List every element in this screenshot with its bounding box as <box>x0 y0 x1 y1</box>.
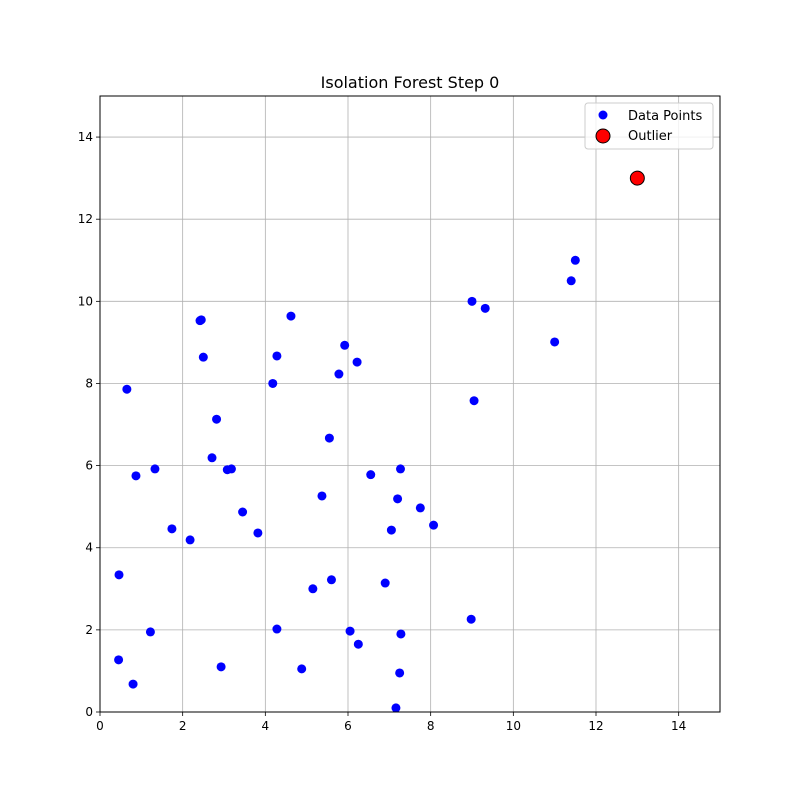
data-point <box>145 627 155 637</box>
x-tick-label: 14 <box>671 719 686 733</box>
y-tick-label: 12 <box>78 212 93 226</box>
y-tick-label: 8 <box>85 376 93 390</box>
y-tick-label: 0 <box>85 705 93 719</box>
data-point <box>570 255 580 265</box>
y-tick-label: 10 <box>78 294 93 308</box>
data-point <box>268 378 278 388</box>
data-point <box>196 315 206 325</box>
data-point <box>286 311 296 321</box>
data-point <box>467 296 477 306</box>
data-point <box>395 464 405 474</box>
data-point <box>345 626 355 636</box>
x-tick-label: 8 <box>427 719 435 733</box>
data-point <box>326 575 336 585</box>
data-point <box>395 668 405 678</box>
y-tick-label: 14 <box>78 130 93 144</box>
data-point <box>480 303 490 313</box>
data-point <box>226 464 236 474</box>
data-point <box>415 503 425 513</box>
data-points <box>114 170 645 713</box>
data-point <box>324 433 334 443</box>
legend-label-outlier: Outlier <box>628 129 673 144</box>
data-point <box>167 524 177 534</box>
data-point <box>317 491 327 501</box>
data-point <box>393 494 403 504</box>
data-point <box>366 470 376 480</box>
legend: Data Points Outlier <box>584 102 714 150</box>
legend-box <box>584 102 714 150</box>
y-tick-label: 2 <box>85 623 93 637</box>
data-point <box>272 351 282 361</box>
data-point <box>566 276 576 286</box>
legend-marker-outlier <box>595 128 611 144</box>
legend-marker-data-points <box>598 110 608 120</box>
data-point <box>334 369 344 379</box>
data-point <box>122 384 132 394</box>
data-point <box>114 655 124 665</box>
x-tick-label: 0 <box>96 719 104 733</box>
outlier-point <box>629 170 645 186</box>
data-point <box>253 528 263 538</box>
legend-label-data-points: Data Points <box>628 109 702 124</box>
x-tick-label: 12 <box>588 719 603 733</box>
data-point <box>340 340 350 350</box>
plot-frame <box>99 95 721 713</box>
data-point <box>352 357 362 367</box>
chart-title: Isolation Forest Step 0 <box>321 73 500 92</box>
y-tick-label: 6 <box>85 459 93 473</box>
data-point <box>308 584 318 594</box>
data-point <box>391 703 401 713</box>
x-tick-label: 2 <box>179 719 187 733</box>
axis-ticks: 0 2 4 6 8 10 12 14 0 2 4 6 8 10 12 14 <box>78 130 687 733</box>
data-point <box>114 570 124 580</box>
data-point <box>429 520 439 530</box>
data-point <box>466 614 476 624</box>
data-point <box>469 396 479 406</box>
data-point <box>185 535 195 545</box>
data-point <box>386 525 396 535</box>
data-point <box>550 337 560 347</box>
x-tick-label: 4 <box>262 719 270 733</box>
data-point <box>380 578 390 588</box>
y-tick-label: 4 <box>85 541 93 555</box>
data-point <box>198 352 208 362</box>
data-point <box>128 679 138 689</box>
data-point <box>207 453 217 463</box>
data-point <box>216 662 226 672</box>
data-point <box>150 464 160 474</box>
x-tick-label: 6 <box>344 719 352 733</box>
data-point <box>238 507 248 517</box>
data-point <box>131 471 141 481</box>
data-point <box>396 629 406 639</box>
data-point <box>353 639 363 649</box>
data-point <box>272 624 282 634</box>
data-point <box>297 664 307 674</box>
data-point <box>212 414 222 424</box>
x-tick-label: 10 <box>506 719 521 733</box>
